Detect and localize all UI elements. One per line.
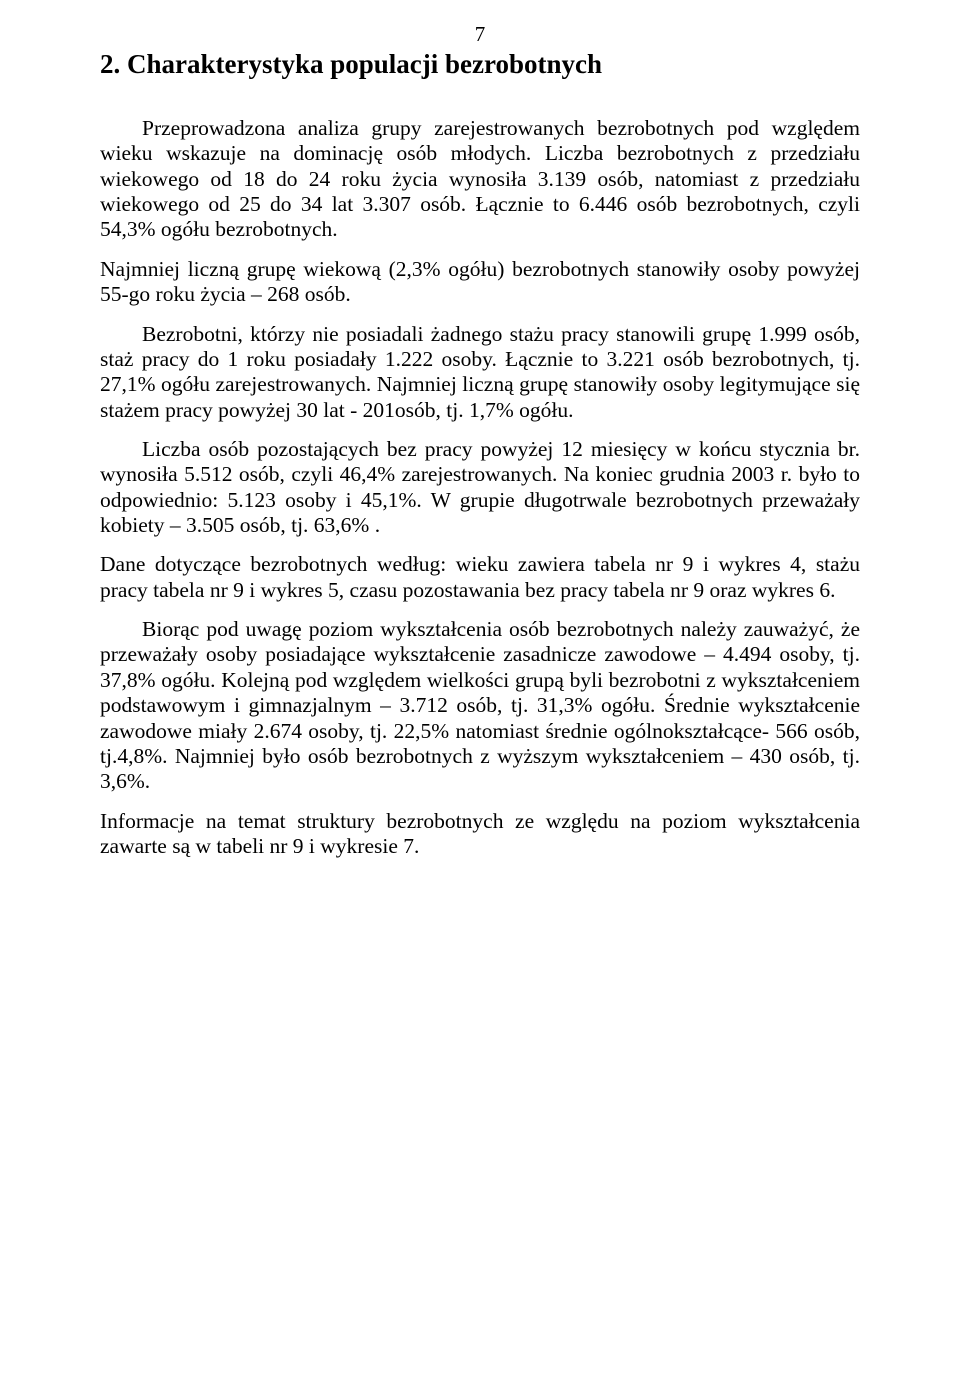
section-heading: 2. Charakterystyka populacji bezrobotnyc… bbox=[100, 49, 860, 80]
paragraph: Dane dotyczące bezrobotnych według: wiek… bbox=[100, 552, 860, 603]
paragraph: Liczba osób pozostających bez pracy powy… bbox=[100, 437, 860, 538]
paragraph: Przeprowadzona analiza grupy zarejestrow… bbox=[100, 116, 860, 243]
body-text: Przeprowadzona analiza grupy zarejestrow… bbox=[100, 116, 860, 859]
paragraph: Bezrobotni, którzy nie posiadali żadnego… bbox=[100, 322, 860, 423]
paragraph: Informacje na temat struktury bezrobotny… bbox=[100, 809, 860, 860]
paragraph: Najmniej liczną grupę wiekową (2,3% ogół… bbox=[100, 257, 860, 308]
document-page: 7 2. Charakterystyka populacji bezrobotn… bbox=[0, 0, 960, 1384]
paragraph: Biorąc pod uwagę poziom wykształcenia os… bbox=[100, 617, 860, 795]
page-number: 7 bbox=[100, 22, 860, 47]
